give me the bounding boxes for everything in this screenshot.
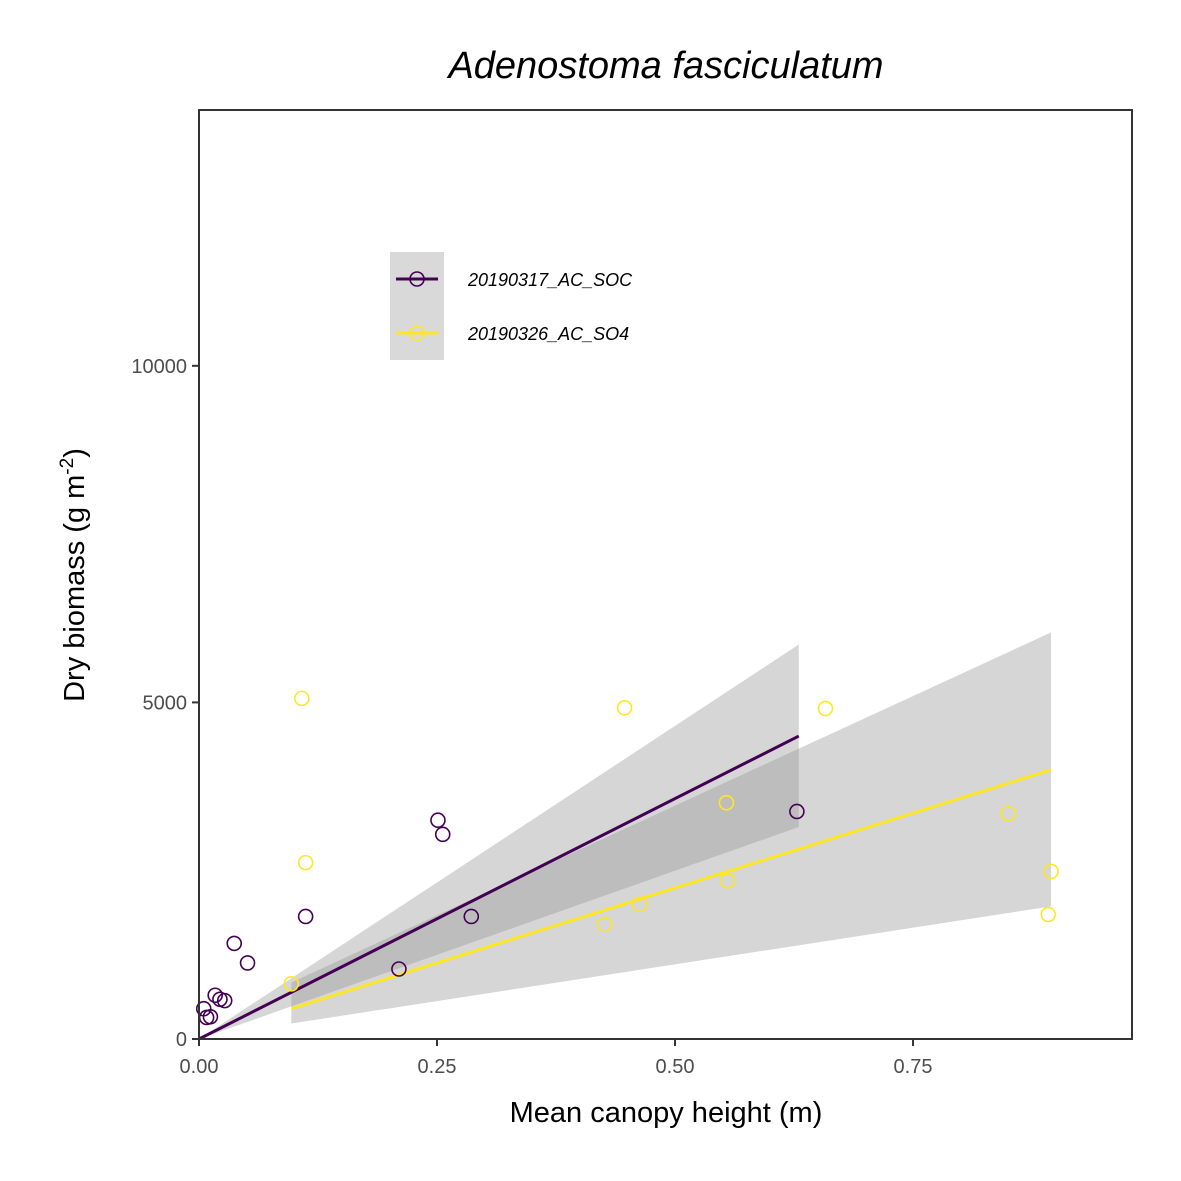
fit-line-1: [290, 768, 1052, 1011]
fit-lines: [198, 734, 1052, 1041]
plot-border: [198, 109, 1133, 1040]
data-point-1-8: [817, 700, 834, 717]
x-tick-label-3: 0.75: [894, 1056, 933, 1078]
data-point-1-11: [1043, 863, 1059, 880]
y-tick-label-0: 0: [176, 1029, 187, 1051]
data-point-0-13: [789, 803, 805, 820]
data-point-1-2: [297, 854, 314, 871]
legend-key-point-so4: [409, 325, 425, 341]
data-point-1-3: [596, 916, 613, 933]
x-axis-title: Mean canopy height (m): [510, 1097, 823, 1129]
legend-key-point-soc: [409, 271, 425, 287]
data-point-1-1: [294, 690, 310, 707]
data-point-0-5: [216, 992, 233, 1009]
data-point-0-8: [297, 908, 314, 925]
confidence-bands: [199, 632, 1052, 1039]
y-axis: 0 5000 10000: [131, 356, 199, 1051]
y-axis-title-end: ): [59, 448, 91, 458]
fit-line-0: [198, 734, 800, 1041]
legend-label-soc: 20190317_AC_SOC: [467, 270, 633, 290]
y-axis-title-main: Dry biomass (g m: [59, 475, 91, 702]
legend-label-so4: 20190326_AC_SO4: [467, 324, 629, 344]
plot-panel: [199, 110, 1132, 1039]
data-point-1-10: [1040, 906, 1057, 923]
x-axis: 0.00 0.25 0.50 0.75: [180, 1039, 933, 1078]
data-point-0-6: [226, 935, 243, 952]
chart-title: Adenostoma fasciculatum: [446, 45, 883, 87]
data-point-1-0: [283, 975, 300, 992]
x-tick-label-2: 0.50: [656, 1056, 695, 1078]
y-tick-label-1: 5000: [143, 692, 188, 714]
data-point-0-10: [430, 812, 446, 829]
y-axis-title-superscript: -2: [57, 458, 78, 475]
data-points: [195, 690, 1059, 1026]
legend-key-background: [390, 252, 444, 360]
y-axis-title: Dry biomass (g m-2): [57, 448, 91, 702]
data-point-1-5: [631, 896, 648, 913]
data-point-0-12: [463, 908, 480, 925]
data-point-1-9: [1000, 805, 1017, 822]
x-tick-label-1: 0.25: [418, 1056, 457, 1078]
confidence-band-0: [199, 644, 799, 1039]
data-point-0-2: [202, 1008, 219, 1025]
data-point-0-3: [207, 987, 223, 1004]
x-tick-label-0: 0.00: [180, 1056, 219, 1078]
legend: 20190317_AC_SOC 20190326_AC_SO4: [390, 252, 633, 360]
data-point-1-4: [616, 699, 633, 716]
data-point-0-11: [434, 826, 451, 843]
confidence-band-1: [291, 632, 1052, 1024]
data-point-0-9: [391, 961, 407, 977]
data-point-1-7: [719, 873, 736, 889]
data-point-0-7: [239, 955, 256, 971]
y-tick-label-2: 10000: [131, 356, 187, 378]
data-point-1-6: [718, 794, 735, 811]
